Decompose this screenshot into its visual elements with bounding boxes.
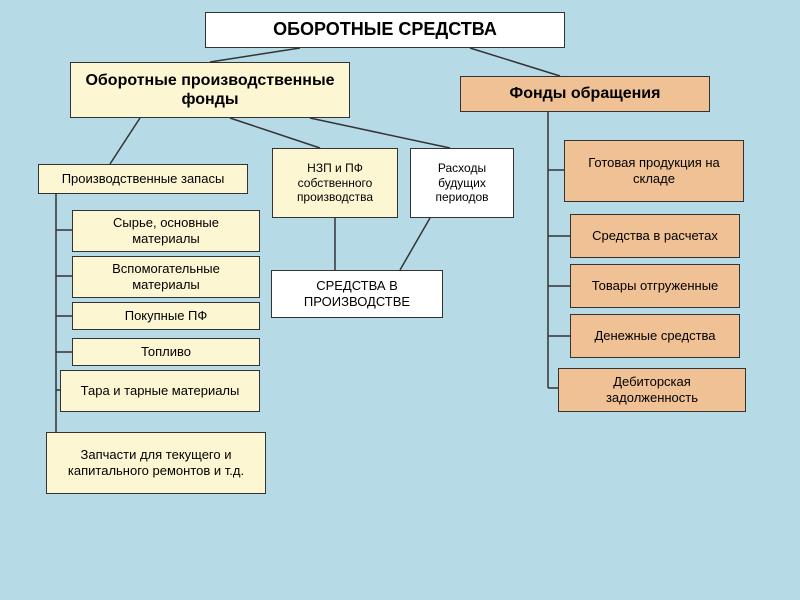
node-purchased-semi: Покупные ПФ xyxy=(72,302,260,330)
node-receivables: Дебиторская задолженность xyxy=(558,368,746,412)
label: Вспомогательные материалы xyxy=(81,261,251,292)
label: Расходы будущих периодов xyxy=(419,161,505,204)
label: Топливо xyxy=(141,344,191,360)
node-auxiliary-materials: Вспомогательные материалы xyxy=(72,256,260,298)
node-spare-parts: Запчасти для текущего и капитального рем… xyxy=(46,432,266,494)
node-shipped-goods: Товары отгруженные xyxy=(570,264,740,308)
label: Готовая продукция на складе xyxy=(573,155,735,186)
label: Средства в расчетах xyxy=(592,228,718,244)
node-production-funds: Оборотные производственные фонды xyxy=(70,62,350,118)
label: Денежные средства xyxy=(594,328,715,344)
label: Сырье, основные материалы xyxy=(81,215,251,246)
label: НЗП и ПФ собственного производства xyxy=(281,161,389,204)
label: Оборотные производственные фонды xyxy=(79,71,341,109)
node-means-in-production: СРЕДСТВА В ПРОИЗВОДСТВЕ xyxy=(271,270,443,318)
node-tare: Тара и тарные материалы xyxy=(60,370,260,412)
label: Фонды обращения xyxy=(510,84,661,103)
node-fuel: Топливо xyxy=(72,338,260,366)
label: Производственные запасы xyxy=(62,171,225,187)
node-finished-goods: Готовая продукция на складе xyxy=(564,140,744,202)
label: Запчасти для текущего и капитального рем… xyxy=(55,447,257,478)
label: СРЕДСТВА В ПРОИЗВОДСТВЕ xyxy=(280,278,434,309)
label: ОБОРОТНЫЕ СРЕДСТВА xyxy=(273,19,497,41)
node-settlements: Средства в расчетах xyxy=(570,214,740,258)
label: Тара и тарные материалы xyxy=(81,383,240,399)
label: Дебиторская задолженность xyxy=(567,374,737,405)
node-root: ОБОРОТНЫЕ СРЕДСТВА xyxy=(205,12,565,48)
node-production-stock: Производственные запасы xyxy=(38,164,248,194)
node-future-expenses: Расходы будущих периодов xyxy=(410,148,514,218)
node-cash: Денежные средства xyxy=(570,314,740,358)
node-raw-materials: Сырье, основные материалы xyxy=(72,210,260,252)
node-circulation-funds: Фонды обращения xyxy=(460,76,710,112)
label: Товары отгруженные xyxy=(592,278,719,294)
node-wip: НЗП и ПФ собственного производства xyxy=(272,148,398,218)
label: Покупные ПФ xyxy=(125,308,208,324)
